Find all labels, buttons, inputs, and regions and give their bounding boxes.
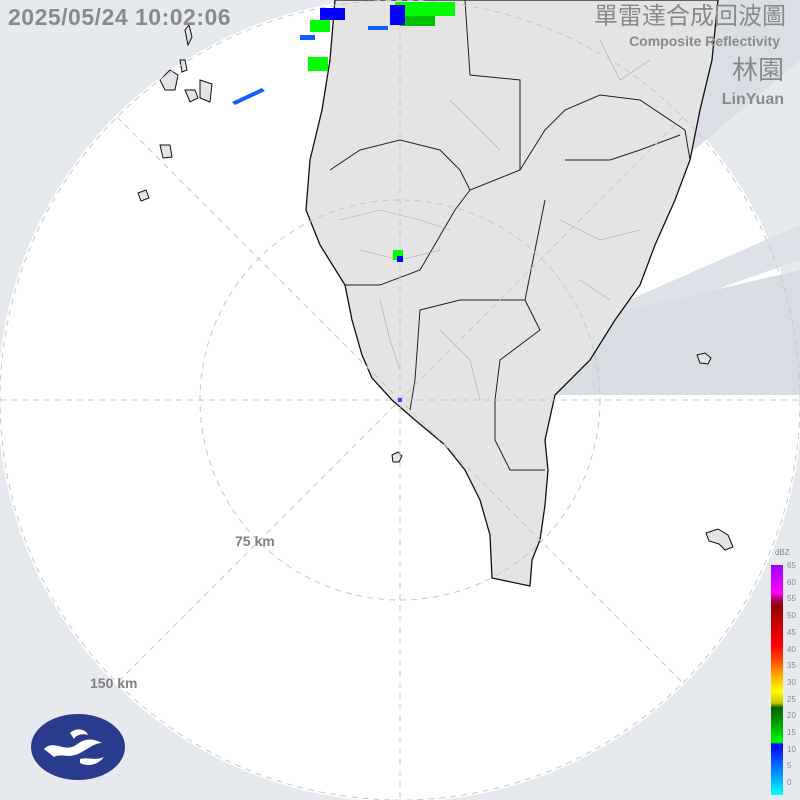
echo-cell <box>310 20 330 32</box>
echo-cell <box>395 2 455 16</box>
penghu-islands <box>137 23 213 202</box>
orchid-island <box>705 528 734 551</box>
legend-tick: 35 <box>787 661 796 671</box>
timestamp: 2025/05/24 10:02:06 <box>8 4 232 30</box>
echo-cell <box>368 26 388 30</box>
legend-tick: 30 <box>787 677 796 687</box>
echo-cell <box>300 35 315 40</box>
green-island <box>696 352 712 365</box>
legend-tick: 50 <box>787 611 796 621</box>
legend-tick: 45 <box>787 627 796 637</box>
legend-tick: 60 <box>787 577 796 587</box>
ring-label-150km: 150 km <box>90 675 138 691</box>
legend-tick: 40 <box>787 644 796 654</box>
taiwan-landmass <box>305 0 719 587</box>
legend-tick: 15 <box>787 728 796 737</box>
weather-agency-logo <box>31 714 125 780</box>
echo-cell <box>393 250 403 260</box>
radar-echoes <box>232 2 455 402</box>
islands <box>137 23 734 551</box>
legend-unit: dBZ <box>775 548 790 557</box>
echo-cell <box>308 57 328 71</box>
echo-cell <box>400 16 435 26</box>
radar-site-zh: 林園 <box>731 56 784 86</box>
echo-cell <box>232 88 265 105</box>
echo-cell <box>397 256 403 262</box>
dbz-color-legend: dBZ 65 60 55 50 45 40 35 30 25 20 15 10 5 0 <box>769 548 799 798</box>
ring-label-75km: 75 km <box>235 533 275 549</box>
product-title-zh: 單雷達合成回波圖 <box>594 2 786 30</box>
county-borders <box>329 0 691 471</box>
legend-tick: 10 <box>787 744 796 754</box>
legend-tick: 65 <box>787 561 796 570</box>
radar-site-en: LinYuan <box>721 91 784 108</box>
echo-cell <box>390 5 405 25</box>
echo-cell <box>398 398 402 402</box>
legend-tick: 20 <box>787 711 796 721</box>
legend-tick: 55 <box>787 594 796 604</box>
product-title-en: Composite Reflectivity <box>629 33 780 49</box>
echo-cell <box>320 8 345 20</box>
legend-tick: 25 <box>787 694 796 704</box>
legend-tick: 5 <box>787 761 792 771</box>
legend-color-bar <box>771 565 783 795</box>
legend-tick: 0 <box>787 778 792 788</box>
